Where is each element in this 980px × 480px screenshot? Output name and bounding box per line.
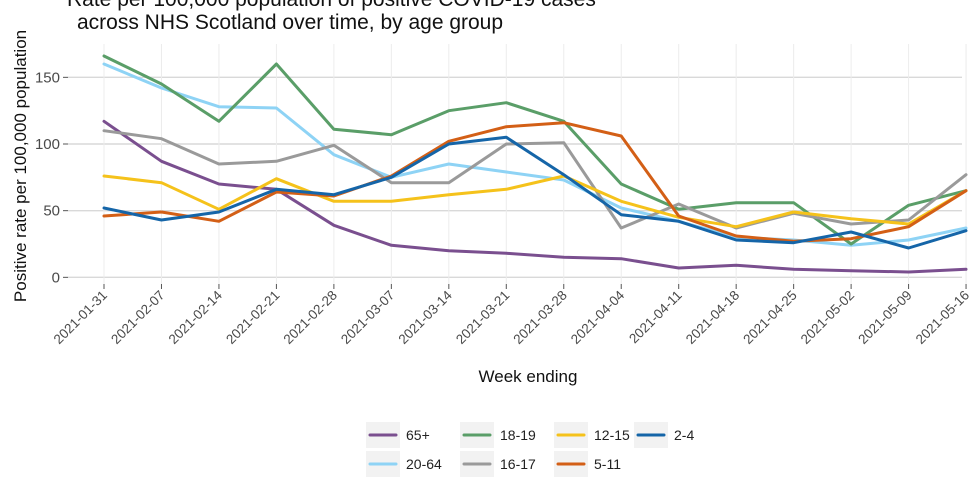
x-tick-label: 2021-03-14 — [396, 287, 456, 347]
series-line-2-4 — [102, 135, 968, 250]
series-line-12-15 — [102, 174, 968, 229]
legend-item-16-17: 16-17 — [460, 451, 536, 477]
y-axis-ticks: 0 50 100 150 — [35, 69, 68, 286]
y-tick-label: 100 — [35, 136, 60, 153]
x-tick-label: 2021-04-11 — [626, 288, 685, 347]
legend-label: 20-64 — [406, 456, 442, 472]
series-line-5-11 — [102, 121, 968, 243]
x-tick-label: 2021-01-31 — [51, 288, 110, 347]
x-tick-label: 2021-05-02 — [798, 288, 857, 347]
series-lines — [102, 54, 968, 274]
x-tick-label: 2021-04-04 — [568, 287, 628, 347]
legend-label: 16-17 — [500, 456, 536, 472]
x-tick-label: 2021-05-09 — [855, 288, 914, 347]
x-tick-label: 2021-05-16 — [913, 288, 972, 347]
legend-item-12-15: 12-15 — [554, 422, 630, 448]
x-tick-label: 2021-02-07 — [108, 288, 167, 347]
x-tick-label: 2021-02-21 — [223, 288, 282, 347]
x-tick-label: 2021-02-14 — [166, 287, 226, 347]
legend-label: 12-15 — [594, 427, 630, 443]
legend: 65+ 18-19 12-15 2-4 20-64 16-17 5-11 — [366, 422, 694, 477]
chart-title-line-1: Rate per 100,000 population of positive … — [67, 0, 596, 11]
x-axis-ticks: 2021-01-312021-02-072021-02-142021-02-21… — [51, 284, 972, 347]
x-tick-label: 2021-02-28 — [281, 288, 340, 347]
x-tick-label: 2021-04-18 — [683, 288, 742, 347]
legend-item-5-11: 5-11 — [554, 451, 621, 477]
legend-item-20-64: 20-64 — [366, 451, 442, 477]
series-line-65+ — [102, 119, 968, 274]
x-tick-label: 2021-03-07 — [338, 288, 397, 347]
series-line-18-19 — [102, 54, 968, 246]
x-axis-label: Week ending — [479, 367, 578, 386]
legend-label: 18-19 — [500, 427, 536, 443]
x-tick-label: 2021-04-25 — [740, 288, 799, 347]
plot-background — [68, 44, 962, 284]
y-tick-label: 150 — [35, 69, 60, 86]
legend-item-65+: 65+ — [366, 422, 430, 448]
legend-item-2-4: 2-4 — [634, 422, 694, 448]
plot-area — [68, 44, 962, 284]
legend-label: 65+ — [406, 427, 430, 443]
legend-label: 5-11 — [594, 456, 621, 472]
chart-title-line-2: across NHS Scotland over time, by age gr… — [77, 11, 503, 34]
y-tick-label: 50 — [43, 203, 60, 220]
y-axis-label: Positive rate per 100,000 population — [11, 30, 30, 302]
x-tick-label: 2021-03-28 — [510, 288, 569, 347]
legend-label: 2-4 — [674, 427, 694, 443]
series-line-16-17 — [102, 129, 968, 230]
legend-item-18-19: 18-19 — [460, 422, 536, 448]
series-line-20-64 — [102, 62, 968, 247]
x-tick-label: 2021-03-21 — [453, 288, 512, 347]
y-tick-label: 0 — [52, 269, 60, 286]
